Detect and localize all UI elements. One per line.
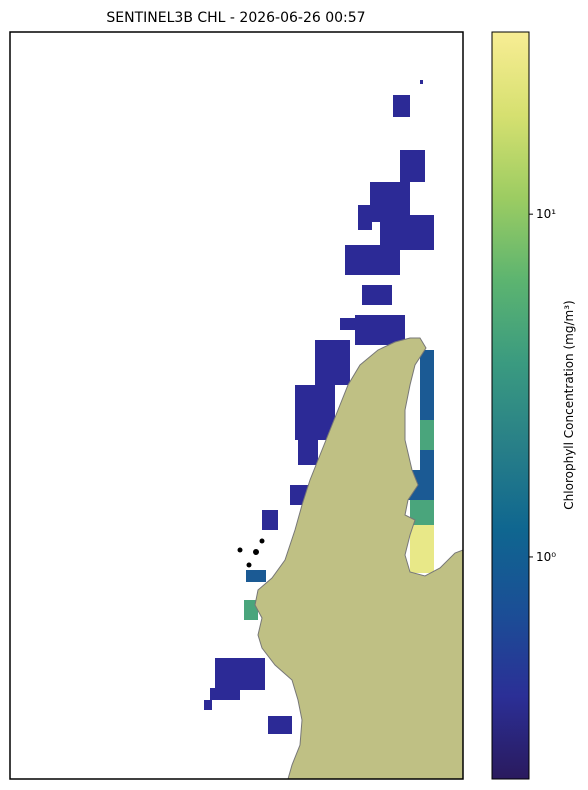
colorbar [491, 31, 530, 780]
colorbar-tick-label: 10⁰ [536, 550, 556, 564]
colorbar-tick-label: 10¹ [536, 207, 556, 221]
land [254, 337, 463, 779]
chart-title: SENTINEL3B CHL - 2026-06-26 00:57 [106, 10, 365, 26]
chlorophyll-pixels [204, 80, 434, 734]
points [237, 538, 265, 568]
map-frame [9, 31, 464, 780]
map [204, 80, 463, 779]
colorbar-label: Chlorophyll Concentration (mg/m³) [562, 300, 576, 509]
